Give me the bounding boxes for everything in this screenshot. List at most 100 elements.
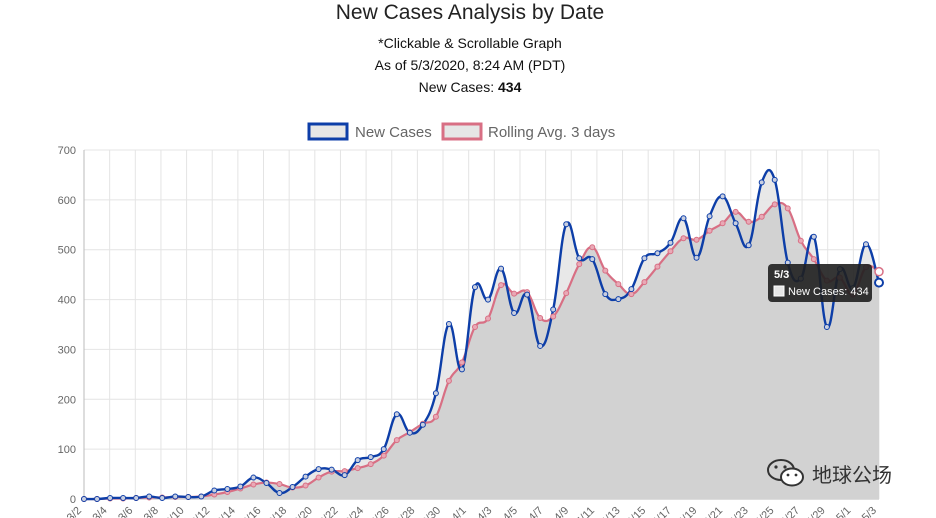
- rolling-avg-point: [602, 267, 609, 274]
- new-cases-point: [250, 474, 257, 481]
- new-cases-point: [432, 390, 439, 397]
- new-cases-point: [758, 179, 765, 186]
- rolling-avg-point: [563, 290, 570, 297]
- y-tick-label: 300: [58, 344, 76, 356]
- x-tick-label: 3/14: [214, 505, 238, 518]
- x-tick-label: 3/28: [394, 505, 418, 518]
- legend-swatch-new-cases: [307, 122, 349, 141]
- new-cases-summary: New Cases: 434: [0, 78, 936, 96]
- x-tick-label: 4/13: [599, 505, 623, 518]
- new-cases-point: [602, 291, 609, 298]
- rolling-avg-point: [393, 437, 400, 444]
- rolling-avg-point: [732, 208, 739, 215]
- new-cases-point: [719, 193, 726, 200]
- rolling-avg-point: [432, 413, 439, 420]
- graph-note: *Clickable & Scrollable Graph: [378, 35, 562, 51]
- x-tick-label: 3/12: [189, 505, 213, 518]
- rolling-avg-point: [315, 474, 322, 481]
- y-tick-label: 500: [58, 245, 76, 257]
- rolling-avg-point: [615, 281, 622, 288]
- new-cases-point: [667, 239, 674, 246]
- new-cases-point: [862, 241, 869, 248]
- new-cases-point: [810, 233, 817, 240]
- x-tick-label: 4/11: [574, 505, 597, 518]
- x-tick-label: 3/24: [343, 505, 367, 518]
- y-tick-label: 100: [58, 444, 76, 456]
- new-cases-label: New Cases:: [418, 79, 498, 95]
- rolling-avg-point: [498, 282, 505, 289]
- x-tick-label: 4/23: [727, 505, 751, 518]
- new-cases-point: [706, 213, 713, 220]
- chart-title: New Cases Analysis by Date: [335, 1, 605, 24]
- rolling-avg-point: [784, 205, 791, 212]
- new-cases-point: [419, 421, 426, 428]
- rolling-avg-point: [550, 313, 557, 320]
- new-cases-point: [341, 472, 348, 479]
- new-cases-point: [263, 480, 270, 487]
- as-of-timestamp: As of 5/3/2020, 8:24 AM (PDT): [374, 57, 566, 73]
- watermark: 地球公场: [766, 458, 892, 488]
- new-cases-point: [354, 457, 361, 464]
- new-cases-point: [198, 493, 205, 500]
- rolling-avg-point: [302, 482, 309, 489]
- new-cases-point: [367, 454, 374, 461]
- rolling-avg-point: [771, 201, 778, 208]
- rolling-avg-point: [719, 220, 726, 227]
- rolling-avg-point: [628, 291, 635, 298]
- rolling-avg-highlight-point: [874, 266, 884, 277]
- rolling-avg-point: [680, 235, 687, 242]
- rolling-avg-point: [367, 461, 374, 468]
- new-cases-point: [654, 250, 661, 257]
- new-cases-point: [289, 484, 296, 491]
- rolling-avg-point: [667, 248, 674, 255]
- new-cases-point: [406, 429, 413, 436]
- x-tick-label: 3/18: [266, 505, 290, 518]
- x-tick-label: 4/27: [779, 505, 803, 518]
- new-cases-point: [771, 176, 778, 183]
- new-cases-point: [498, 265, 505, 272]
- new-cases-point: [485, 296, 492, 303]
- x-tick-label: 3/30: [420, 505, 444, 518]
- new-cases-point: [589, 256, 596, 263]
- rolling-avg-point: [745, 218, 752, 225]
- new-cases-point: [159, 495, 166, 502]
- legend-label-new-cases: New Cases: [355, 124, 432, 141]
- y-tick-label: 700: [58, 145, 76, 157]
- rolling-avg-point: [354, 465, 361, 472]
- rolling-avg-point: [758, 213, 765, 220]
- x-tick-label: 4/29: [804, 505, 828, 518]
- x-tick-label: 4/25: [753, 505, 777, 518]
- rolling-avg-point: [511, 290, 518, 297]
- rolling-avg-point: [485, 315, 492, 322]
- x-tick-label: 3/4: [90, 505, 109, 518]
- rolling-avg-point: [458, 359, 465, 366]
- new-cases-point: [133, 495, 140, 502]
- rolling-avg-point: [471, 323, 478, 330]
- tooltip-box: [768, 264, 872, 302]
- new-cases-point: [172, 493, 179, 500]
- new-cases-point: [458, 366, 465, 373]
- y-tick-label: 600: [58, 195, 76, 207]
- x-tick-label: 4/17: [650, 505, 674, 518]
- new-cases-point: [823, 323, 830, 330]
- x-tick-label: 4/3: [475, 505, 494, 518]
- new-cases-point: [146, 493, 153, 500]
- rolling-avg-point: [276, 481, 283, 488]
- y-tick-label: 200: [58, 394, 76, 406]
- tooltip-swatch: [773, 285, 785, 297]
- new-cases-point: [94, 496, 101, 502]
- rolling-avg-point: [576, 261, 583, 268]
- rolling-avg-point: [537, 315, 544, 322]
- new-cases-point: [563, 221, 570, 228]
- rolling-avg-point: [445, 377, 452, 384]
- tooltip-title: 5/3: [774, 269, 789, 281]
- new-cases-point: [120, 495, 127, 502]
- x-tick-label: 4/19: [676, 505, 700, 518]
- new-cases-value: 434: [498, 79, 522, 95]
- x-tick-label: 3/8: [142, 505, 161, 518]
- rolling-avg-point: [810, 256, 817, 263]
- new-cases-point: [576, 255, 583, 262]
- new-cases-point: [550, 306, 557, 313]
- new-cases-point: [211, 487, 218, 494]
